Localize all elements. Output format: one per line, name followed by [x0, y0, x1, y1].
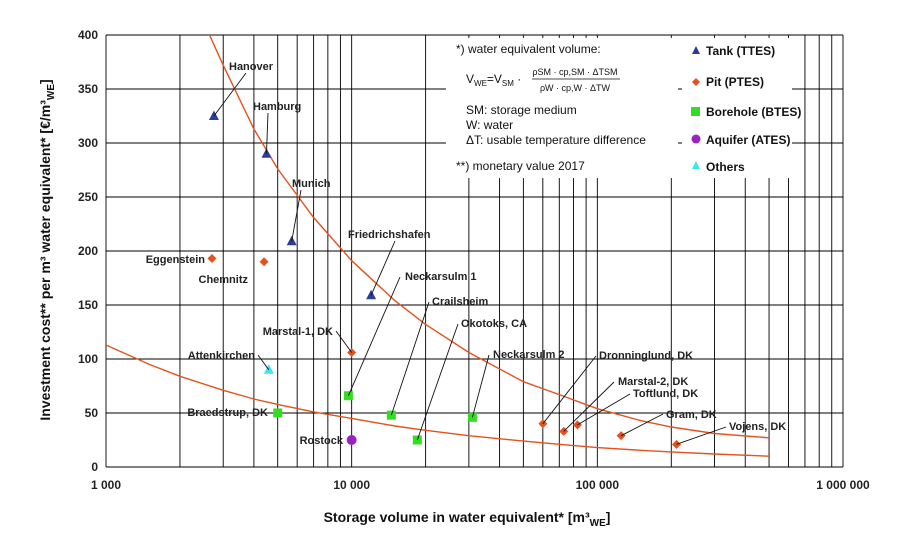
label-attenkirchen: Attenkirchen [188, 350, 256, 362]
label-dronninglund-dk: Dronninglund, DK [599, 350, 693, 362]
legend-aquifer-icon [691, 134, 701, 144]
legend-aquifer-label: Aquifer (ATES) [706, 133, 790, 147]
legend-others-label: Others [706, 160, 745, 174]
marker-rostock [346, 435, 357, 445]
legend: Tank (TTES) Pit (PTES) Borehole (BTES) A… [682, 38, 801, 178]
x-tick-label: 100 000 [576, 478, 620, 492]
y-tick-label: 0 [91, 460, 98, 474]
legend-pit-icon [692, 78, 700, 86]
notes-background [446, 38, 678, 178]
y-tick-label: 150 [78, 298, 98, 312]
leader-toftlund-dk [577, 393, 631, 426]
label-friedrichshafen: Friedrichshafen [348, 229, 431, 241]
legend-borehole-icon [691, 107, 700, 116]
label-neckarsulm-1: Neckarsulm 1 [405, 271, 477, 283]
leader-marstal-1-dk [335, 330, 353, 353]
label-munich: Munich [292, 178, 331, 190]
y-tick-label: 300 [78, 136, 98, 150]
note-temperature-difference: ΔT: usable temperature difference [466, 133, 646, 147]
legend-tank-icon [692, 46, 700, 54]
leader-hanover [213, 72, 247, 117]
leader-neckarsulm-2 [471, 354, 490, 418]
legend-tank-label: Tank (TTES) [706, 44, 775, 58]
trend-lines [106, 35, 770, 457]
label-braedstrup-dk: Braedstrup, DK [187, 407, 268, 419]
legend-pit-label: Pit (PTES) [706, 75, 764, 89]
legend-background [682, 38, 792, 178]
y-tick-label: 250 [78, 190, 98, 204]
data-labels: Hanover Hamburg Munich Friedrichshafen Eggen… [146, 61, 787, 447]
leader-gram-dk [620, 413, 664, 437]
x-tick-label: 1 000 000 [816, 478, 870, 492]
leader-munich [291, 189, 302, 242]
marker-eggenstein [207, 254, 217, 264]
label-okotoks-ca: Okotoks, CA [461, 318, 527, 330]
y-axis-title: Investment cost** per m³ water equivalen… [37, 79, 57, 420]
y-tick-label: 400 [78, 28, 98, 42]
label-vojens-dk: Vojens, DK [729, 421, 786, 433]
leader-neckarsulm-1 [348, 276, 401, 396]
leader-hamburg [266, 112, 269, 154]
leader-attenkirchen [257, 354, 270, 371]
label-marstal-1-dk: Marstal-1, DK [263, 326, 333, 338]
legend-others-icon [692, 161, 700, 169]
x-tick-label: 10 000 [333, 478, 370, 492]
leader-dronninglund-dk [542, 355, 597, 425]
leader-marstal-2-dk [563, 381, 615, 432]
legend-borehole-label: Borehole (BTES) [706, 105, 801, 119]
y-tick-label: 200 [78, 244, 98, 258]
trend-line [106, 344, 770, 457]
notes-box: *) water equivalent volume: VWE=VSM · ρS… [446, 38, 678, 178]
marker-chemnitz [259, 257, 269, 267]
label-toftlund-dk: Toftlund, DK [633, 388, 698, 400]
label-eggenstein: Eggenstein [146, 254, 206, 266]
y-tick-label: 50 [85, 406, 99, 420]
note-water-equivalent: *) water equivalent volume: [456, 42, 601, 56]
y-tick-label: 100 [78, 352, 98, 366]
leader-crailsheim [390, 301, 430, 416]
y-axis-ticks: 0 50 100 150 200 250 300 350 400 [78, 28, 98, 474]
marker-braedstrup-dk [273, 408, 283, 418]
leader-friedrichshafen [370, 240, 396, 296]
label-marstal-2-dk: Marstal-2, DK [618, 376, 688, 388]
label-chemnitz: Chemnitz [199, 274, 249, 286]
x-tick-label: 1 000 [91, 478, 121, 492]
note-monetary-value: **) monetary value 2017 [456, 159, 585, 173]
formula-lhs: VWE=VSM · [466, 72, 521, 88]
label-neckarsulm-2: Neckarsulm 2 [493, 349, 565, 361]
leader-vojens-dk [676, 426, 727, 445]
note-storage-medium: SM: storage medium [466, 103, 577, 117]
label-crailsheim: Crailsheim [432, 296, 488, 308]
label-hanover: Hanover [229, 61, 274, 73]
formula-numerator: ρSM · cp,SM · ΔTSM [532, 67, 617, 77]
label-gram-dk: Gram, DK [666, 409, 717, 421]
label-rostock: Rostock [300, 435, 344, 447]
leader-okotoks-ca [416, 323, 459, 441]
formula-denominator: ρW · cp,W · ΔTW [540, 83, 611, 93]
trend-line [208, 35, 770, 439]
label-hamburg: Hamburg [253, 101, 301, 113]
y-tick-label: 350 [78, 82, 98, 96]
x-axis-ticks: 1 000 10 000 100 000 1 000 000 [91, 478, 870, 492]
note-water: W: water [466, 118, 513, 132]
x-axis-title: Storage volume in water equivalent* [m³W… [324, 509, 611, 529]
